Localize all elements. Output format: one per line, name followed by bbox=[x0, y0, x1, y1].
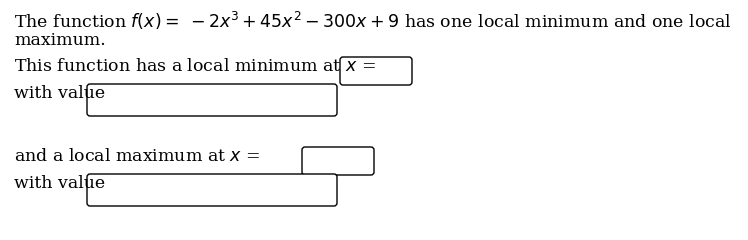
Text: with value: with value bbox=[14, 175, 105, 192]
FancyBboxPatch shape bbox=[87, 174, 337, 206]
Text: The function $f(x) =\;  - 2x^3 + 45x^2 - 300x + 9$ has one local minimum and one: The function $f(x) =\; - 2x^3 + 45x^2 - … bbox=[14, 10, 732, 32]
Text: maximum.: maximum. bbox=[14, 32, 105, 49]
FancyBboxPatch shape bbox=[87, 84, 337, 116]
FancyBboxPatch shape bbox=[302, 147, 374, 175]
Text: This function has a local minimum at $x$ =: This function has a local minimum at $x$… bbox=[14, 58, 376, 75]
Text: and a local maximum at $x$ =: and a local maximum at $x$ = bbox=[14, 148, 260, 165]
Text: with value: with value bbox=[14, 85, 105, 102]
FancyBboxPatch shape bbox=[340, 57, 412, 85]
